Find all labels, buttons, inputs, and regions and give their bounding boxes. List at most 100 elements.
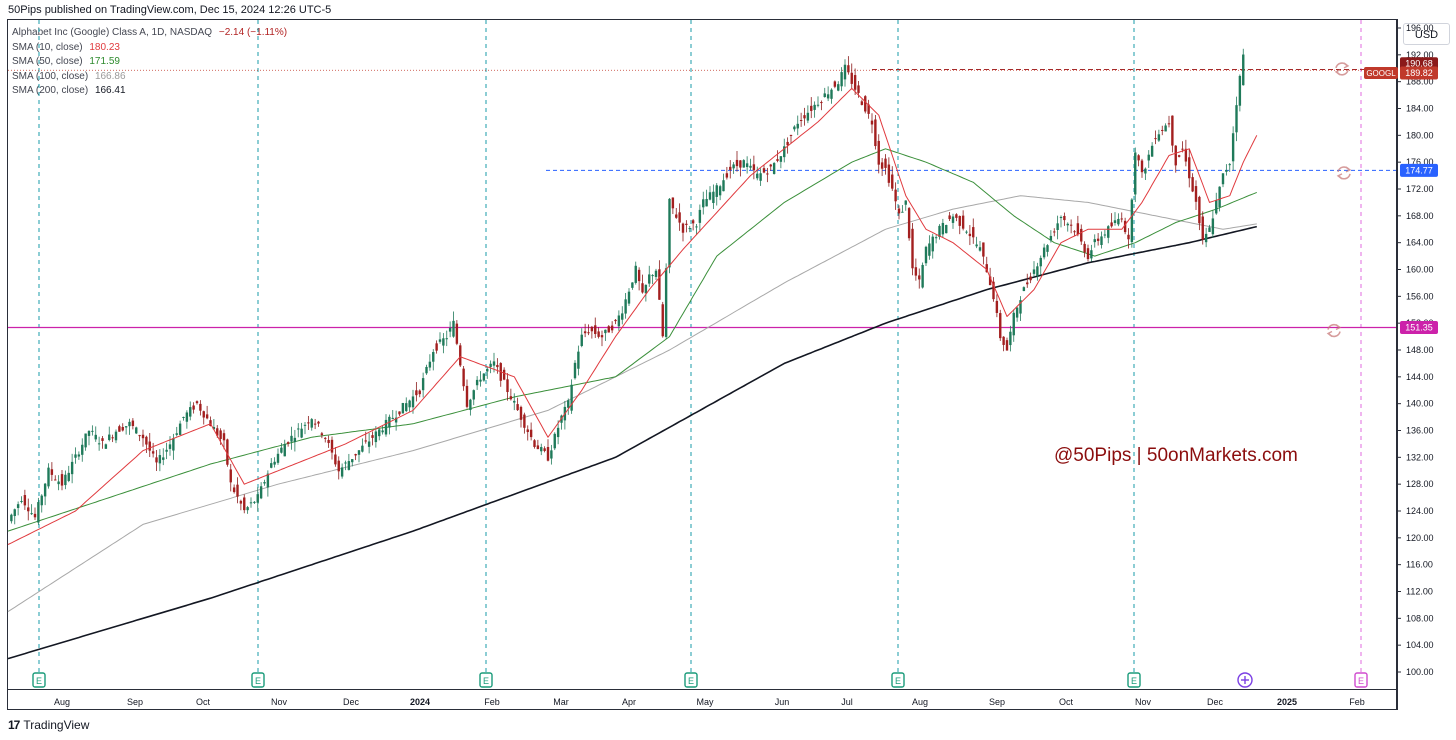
price-tick-label: 108.00 (1406, 613, 1434, 623)
candle (756, 166, 759, 181)
legend-sma50-value: 171.59 (89, 56, 120, 67)
price-axis-ticks: 196.00 192.00 188.00 184.00 180.00 176.00 172.… (1397, 23, 1434, 677)
svg-text:E: E (688, 676, 694, 686)
candle (688, 225, 691, 233)
candle (47, 463, 50, 489)
earnings-e-icon[interactable]: E (479, 672, 493, 688)
candle (978, 240, 982, 252)
candle (1046, 244, 1049, 257)
alert-refresh-icon[interactable] (1326, 323, 1342, 338)
candle (833, 80, 837, 89)
earnings-e-icon[interactable]: E (1127, 672, 1141, 688)
sma100-path[interactable] (7, 195, 1257, 613)
candle (1117, 213, 1120, 227)
candle (779, 156, 783, 169)
candle (57, 475, 60, 491)
candle (60, 469, 64, 491)
candle (607, 325, 610, 333)
candle (1073, 230, 1076, 236)
candle (1171, 115, 1174, 153)
future-earnings-e-icon[interactable]: E (1354, 672, 1368, 688)
sma50-path[interactable] (7, 148, 1257, 532)
candle (1110, 213, 1113, 228)
tradingview-logo-icon[interactable]: 17 (8, 718, 20, 732)
candle (590, 325, 594, 339)
candle (259, 482, 263, 500)
time-tick-label: Aug (54, 697, 70, 707)
candle (600, 330, 604, 347)
candle (1157, 129, 1161, 142)
candle (924, 245, 928, 267)
price-tick-label: 140.00 (1406, 399, 1434, 409)
legend-sma100[interactable]: SMA (100, close) 166.86 (12, 70, 287, 85)
candle (87, 430, 91, 446)
currency-button[interactable]: USD (1403, 23, 1450, 45)
candle (1204, 227, 1208, 248)
candle (496, 358, 499, 374)
candle (104, 443, 108, 450)
candle (627, 288, 631, 307)
candle (816, 96, 820, 108)
candle (617, 310, 621, 331)
candle (614, 318, 617, 325)
candle (897, 205, 901, 220)
svg-text:151.35: 151.35 (1405, 323, 1433, 333)
legend-sma50[interactable]: SMA (50, close) 171.59 (12, 55, 287, 70)
price-tick-label: 136.00 (1406, 426, 1434, 436)
earnings-e-icon[interactable]: E (32, 672, 46, 688)
candle (374, 426, 378, 448)
candle (553, 432, 556, 451)
candle (33, 507, 37, 520)
candle (668, 198, 671, 274)
candle (1063, 212, 1066, 226)
earnings-e-icon[interactable]: E (891, 672, 905, 688)
candle (729, 160, 732, 179)
candle (934, 234, 938, 244)
candle (1059, 215, 1063, 228)
sma200-path[interactable] (7, 225, 1257, 660)
candle (907, 206, 911, 241)
legend-symbol-row[interactable]: Alphabet Inc (Google) Class A, 1D, NASDA… (12, 26, 287, 41)
candle (40, 494, 43, 513)
candle (30, 504, 33, 516)
earnings-e-icon[interactable]: E (684, 672, 698, 688)
candle (634, 261, 637, 285)
candle (398, 411, 401, 417)
candle (300, 422, 303, 439)
time-tick-label: Feb (1349, 697, 1365, 707)
candle (37, 497, 40, 525)
candle (371, 431, 374, 446)
ticker-tag: GOOGL (1364, 66, 1398, 79)
sma10-path[interactable] (7, 87, 1258, 545)
candle (64, 470, 67, 490)
add-event-plus-icon[interactable] (1237, 672, 1253, 688)
candle (698, 204, 702, 232)
svg-text:E: E (1131, 676, 1137, 686)
candle (1026, 273, 1029, 288)
candle (847, 56, 850, 75)
alert-refresh-icon[interactable] (1336, 166, 1352, 180)
candle (1231, 126, 1235, 171)
candle (425, 364, 428, 375)
candles (10, 48, 1245, 525)
candle (702, 191, 705, 215)
svg-text:E: E (895, 676, 901, 686)
candle (1090, 244, 1093, 262)
legend-sma10[interactable]: SMA (10, close) 180.23 (12, 41, 287, 56)
candle (803, 107, 806, 126)
candle (830, 88, 833, 104)
earnings-e-icon[interactable]: E (251, 672, 265, 688)
candle (212, 418, 216, 430)
alert-refresh-icon[interactable] (1334, 62, 1350, 76)
candle (486, 367, 489, 379)
tradingview-brand[interactable]: TradingView (23, 718, 90, 732)
candle (695, 223, 698, 235)
candle (1019, 296, 1022, 321)
legend-change: −2.14 (−1.11%) (218, 27, 288, 38)
candle (951, 213, 955, 229)
legend-sma200[interactable]: SMA (200, close) 166.41 (12, 84, 287, 99)
candle (837, 81, 840, 92)
candle (853, 68, 857, 96)
candle (1005, 337, 1009, 351)
